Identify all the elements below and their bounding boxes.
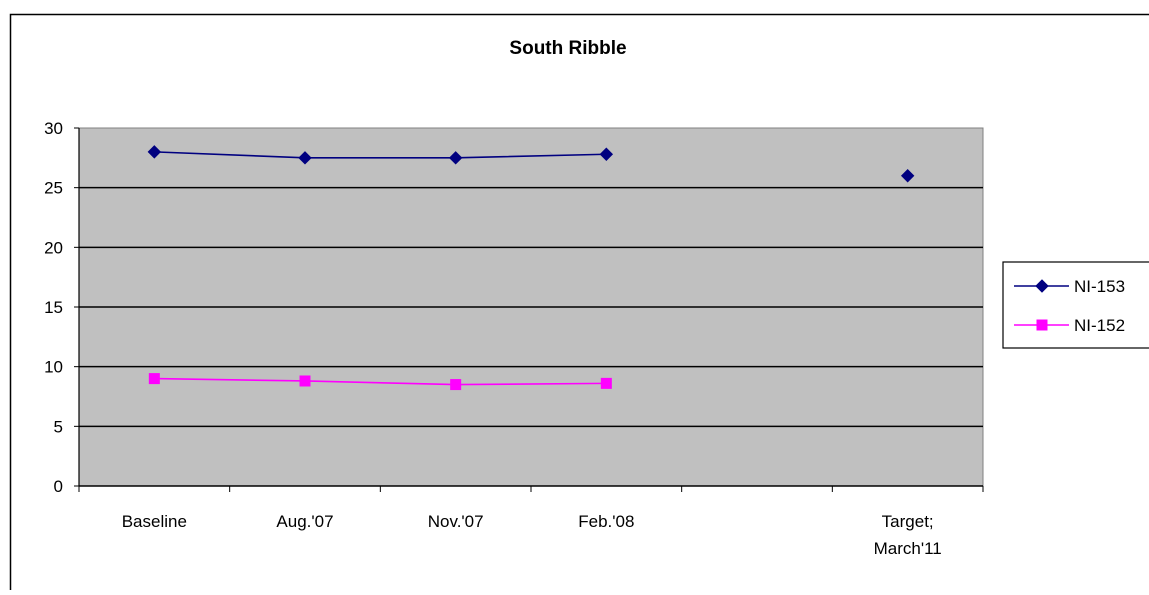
x-tick-label: Aug.'07 bbox=[276, 512, 333, 531]
x-tick-label: Feb.'08 bbox=[578, 512, 634, 531]
data-point bbox=[149, 374, 159, 384]
y-tick-label: 15 bbox=[44, 298, 63, 317]
y-tick-label: 25 bbox=[44, 179, 63, 198]
plot-area bbox=[79, 128, 983, 486]
y-tick-label: 20 bbox=[44, 238, 63, 257]
legend-marker bbox=[1037, 320, 1047, 330]
y-tick-label: 5 bbox=[54, 417, 63, 436]
data-point bbox=[451, 380, 461, 390]
legend: NI-153 NI-152 bbox=[1003, 262, 1149, 348]
data-point bbox=[601, 378, 611, 388]
x-tick-label: Baseline bbox=[122, 512, 187, 531]
y-tick-label: 0 bbox=[54, 477, 63, 496]
data-point bbox=[300, 376, 310, 386]
chart-title: South Ribble bbox=[509, 38, 626, 59]
y-tick-label: 10 bbox=[44, 358, 63, 377]
legend-box bbox=[1003, 262, 1149, 348]
x-tick-label: Nov.'07 bbox=[428, 512, 484, 531]
y-tick-label: 30 bbox=[44, 119, 63, 138]
legend-label: NI-152 bbox=[1074, 316, 1125, 335]
legend-label: NI-153 bbox=[1074, 277, 1125, 296]
